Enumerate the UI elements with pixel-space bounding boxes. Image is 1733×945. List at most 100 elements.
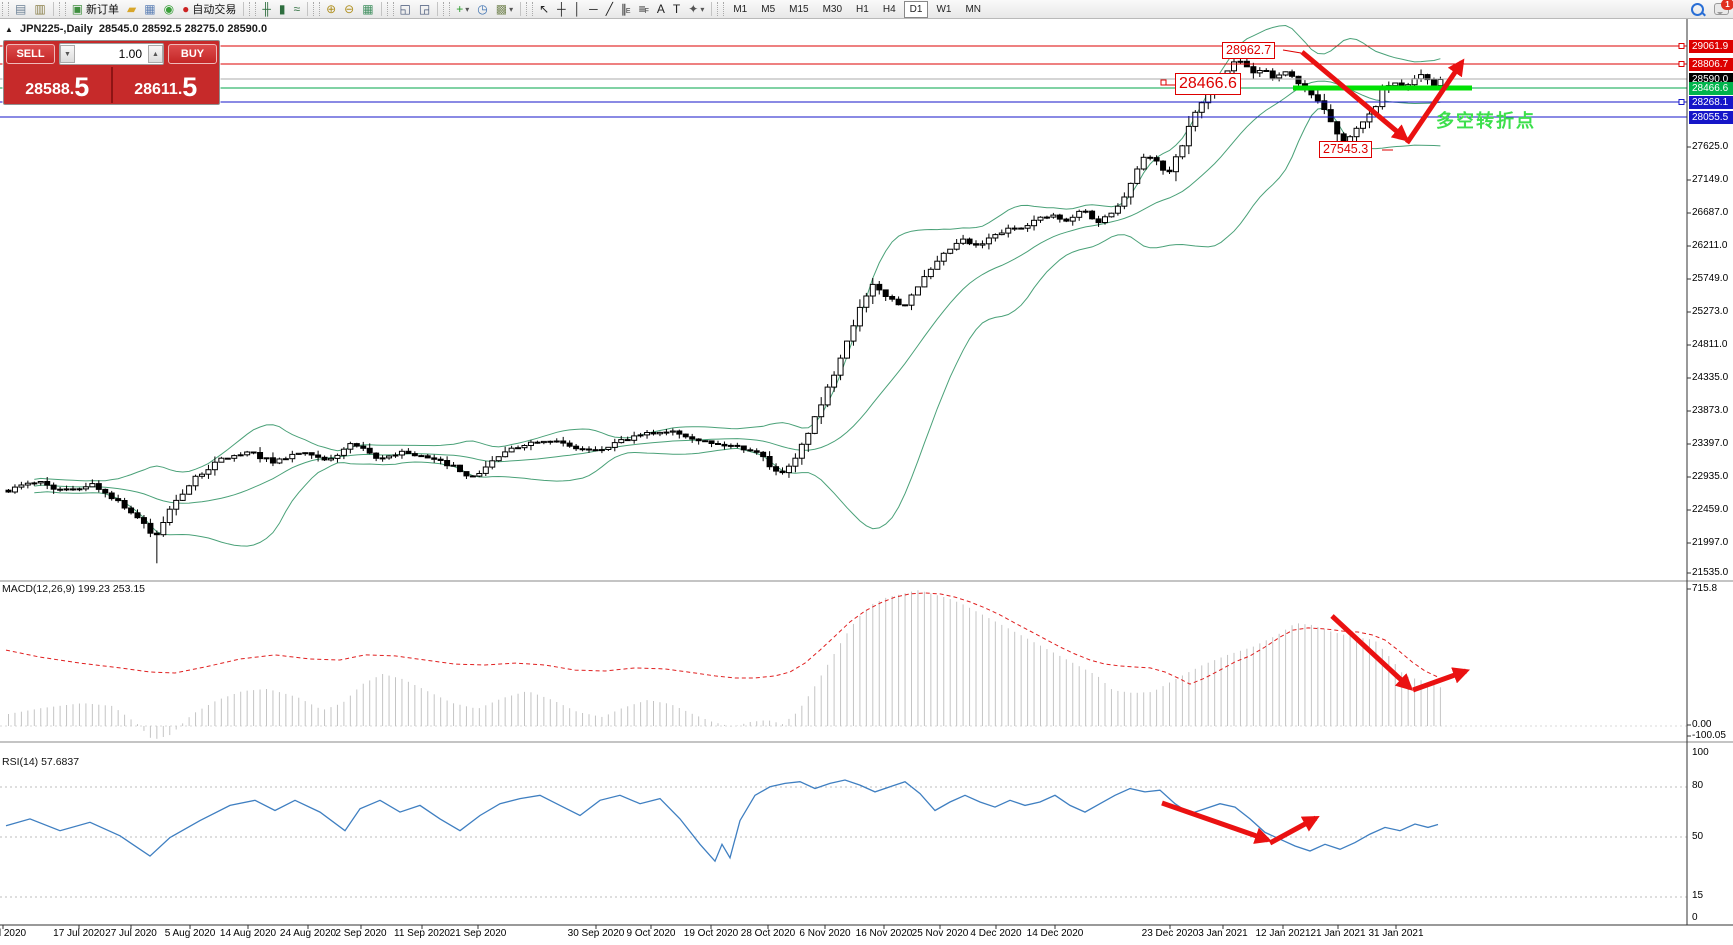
arrows-icon[interactable]: ✦ ▾ <box>688 2 705 16</box>
bar-chart-icon[interactable]: ╫ <box>262 2 271 16</box>
annotation-swing-low[interactable]: 27545.3 <box>1319 141 1373 158</box>
trend-arrow-rsi[interactable] <box>1161 800 1320 846</box>
annotation-support-price[interactable]: 28466.6 <box>1175 73 1241 95</box>
text-label-icon[interactable]: T <box>672 2 681 16</box>
search-icon[interactable] <box>1691 2 1704 16</box>
price-line-tag: 29061.9 <box>1689 40 1733 53</box>
autotrade-icon[interactable]: ● 自动交易 <box>182 2 237 16</box>
date-tick-label: 2 Sep 2020 <box>335 928 387 939</box>
timeframe-m30-button[interactable]: M30 <box>822 3 843 15</box>
timeframe-m15-button[interactable]: M15 <box>789 3 809 15</box>
price-tick-label: 24811.0 <box>1692 339 1728 350</box>
annotation-swing-high[interactable]: 28962.7 <box>1222 42 1276 59</box>
timeframe-m1-button[interactable]: M1 <box>733 3 748 15</box>
rsi-axis-label: 100 <box>1692 747 1709 758</box>
date-tick-label: 21 Sep 2020 <box>449 928 507 939</box>
price-tick-label: 23873.0 <box>1692 405 1729 416</box>
trendline-icon[interactable]: ╱ <box>605 2 613 16</box>
price-tick-label: 26211.0 <box>1692 240 1728 251</box>
add-indicator-icon[interactable]: + ▾ <box>456 2 470 16</box>
channel-icon[interactable]: ∥ E <box>620 2 631 16</box>
annotation-turning-point[interactable]: 多空转折点 <box>1436 111 1536 131</box>
volume-up-button[interactable]: ▲ <box>148 45 163 63</box>
vertical-line-icon[interactable]: │ <box>573 2 582 16</box>
chevron-down-icon: ▾ <box>509 4 514 14</box>
chevron-down-icon: ▾ <box>465 4 470 14</box>
volume-control: ▼ ▲ <box>59 43 164 65</box>
toolbar-grip[interactable] <box>58 2 66 16</box>
price-tick-label: 27149.0 <box>1692 174 1729 185</box>
crosshair-icon[interactable]: ┼ <box>557 2 566 16</box>
text-icon[interactable]: A <box>656 2 665 16</box>
toolbar-grip[interactable] <box>386 2 394 16</box>
date-tick-label: 5 Aug 2020 <box>164 928 216 939</box>
buy-button[interactable]: BUY <box>168 44 217 64</box>
timeframe-d1-button[interactable]: D1 <box>903 0 929 18</box>
horizontal-lines[interactable] <box>0 43 1687 118</box>
date-tick-label: 31 Jan 2021 <box>1368 928 1424 939</box>
tile-windows-icon[interactable]: ▦ <box>362 2 374 16</box>
date-tick-label: 25 Nov 2020 <box>911 928 969 939</box>
rsi-axis-label: 15 <box>1692 890 1704 901</box>
volume-down-button[interactable]: ▼ <box>60 45 75 63</box>
toolbar-grip[interactable] <box>717 2 725 16</box>
template-icon[interactable]: ▩ ▾ <box>495 2 514 16</box>
timeframe-mn-button[interactable]: MN <box>965 3 981 15</box>
sell-price-dot: . <box>69 81 75 98</box>
horizontal-line-icon[interactable]: ─ <box>589 2 598 16</box>
date-tick-label: 24 Aug 2020 <box>279 928 337 939</box>
sell-price-main: 28588 <box>25 81 70 98</box>
date-tick-label: 14 Dec 2020 <box>1026 928 1084 939</box>
cursor-icon[interactable]: ↖ <box>539 2 550 16</box>
trend-arrow-macd[interactable] <box>1330 614 1471 693</box>
buy-price[interactable]: 28611. 5 <box>110 67 220 103</box>
periods-icon[interactable]: ◷ <box>477 2 488 16</box>
timeframe-h1-button[interactable]: H1 <box>856 3 869 15</box>
timeframe-m5-button[interactable]: M5 <box>761 3 776 15</box>
toolbar-grip[interactable] <box>313 2 321 16</box>
sell-price[interactable]: 28588. 5 <box>4 67 111 103</box>
toolbar: ▤ ▥ ▣ 新订单 ▰ ▦ ◉ ● 自动交易 ╫ ▮ ≈ ⊕ ⊖ ▦ ◱ ◲ + ▾ ◷ ▩ ▾ ↖ ┼ │ ─ ╱ ∥ E ≡ F A T ✦ ▾… <box>0 0 1733 19</box>
fibonacci-icon[interactable]: ≡ F <box>638 2 649 16</box>
pane-separators[interactable] <box>0 580 1733 743</box>
price-line-tag: 28466.6 <box>1689 82 1733 95</box>
chat-icon[interactable]: 1 <box>1714 0 1733 15</box>
symbol-period-label: JPN225-,Daily <box>19 23 93 35</box>
sell-button[interactable]: SELL <box>6 44 55 64</box>
timeframe-h4-button[interactable]: H4 <box>882 3 896 15</box>
collapse-ohlc-icon[interactable]: ▲ <box>5 25 13 34</box>
candlestick-icon[interactable]: ▮ <box>278 2 286 16</box>
volume-input[interactable] <box>75 46 148 62</box>
buy-price-pip: 5 <box>182 72 198 102</box>
price-tick-label: 26687.0 <box>1692 207 1729 218</box>
line-chart-icon[interactable]: ≈ <box>293 2 301 16</box>
charts-list-icon[interactable]: ▤ <box>15 2 27 16</box>
date-tick-label: 27 Jul 2020 <box>105 928 157 939</box>
macd-axis-label: -100.05 <box>1692 730 1726 741</box>
data-window-icon[interactable]: ▥ <box>34 2 46 16</box>
zoom-in-icon[interactable]: ⊕ <box>326 2 337 16</box>
new-order-icon[interactable]: ▣ 新订单 <box>71 2 120 16</box>
timeframe-w1-button[interactable]: W1 <box>936 3 952 15</box>
chart-canvas[interactable] <box>0 17 1733 945</box>
date-tick-label: 6 Nov 2020 <box>799 928 851 939</box>
buy-price-main: 28611 <box>134 81 178 98</box>
trend-arrow-main[interactable] <box>1300 50 1465 145</box>
auto-scroll-icon[interactable]: ◱ <box>399 2 411 16</box>
signals-icon[interactable]: ◉ <box>163 2 175 16</box>
date-tick-label: 11 Sep 2020 <box>394 928 450 939</box>
terminal-icon[interactable]: ▦ <box>144 2 156 16</box>
chart-title: ▲ JPN225-,Daily 28545.0 28592.5 28275.0 … <box>5 23 267 35</box>
annotation-leaders <box>1160 49 1393 151</box>
toolbar-grip[interactable] <box>526 2 534 16</box>
zoom-out-icon[interactable]: ⊖ <box>344 2 355 16</box>
date-tick-label: 23 Dec 2020 <box>1141 928 1199 939</box>
market-watch-icon[interactable]: ▰ <box>127 2 137 16</box>
toolbar-grip[interactable] <box>249 2 257 16</box>
date-tick-label: 9 Oct 2020 <box>626 928 676 939</box>
one-click-trading-panel: SELL ▼ ▲ BUY 28588.5 28611.5 <box>3 40 220 105</box>
rsi-axis-label: 50 <box>1692 831 1704 842</box>
toolbar-grip[interactable] <box>443 2 451 16</box>
toolbar-grip[interactable] <box>2 2 9 16</box>
chart-shift-icon[interactable]: ◲ <box>418 2 431 16</box>
